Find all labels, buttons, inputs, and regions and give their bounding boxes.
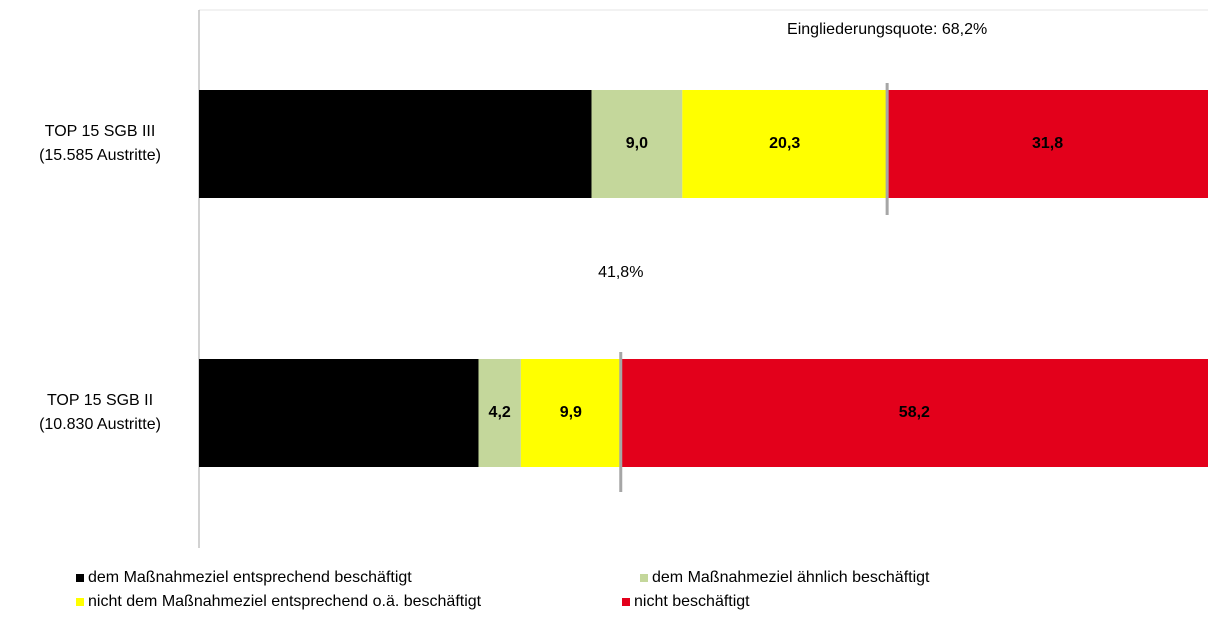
data-label: 4,2	[489, 404, 511, 421]
y-tick-label: TOP 15 SGB II	[47, 392, 153, 409]
bar-segment	[591, 90, 683, 198]
legend-marker	[76, 574, 84, 582]
bar-segment	[520, 359, 621, 467]
legend-marker	[622, 598, 630, 606]
y-tick-label: (15.585 Austritte)	[39, 147, 161, 164]
data-label: 9,0	[626, 135, 648, 152]
data-label: 27,7	[323, 404, 354, 421]
legend-marker	[640, 574, 648, 582]
bar-segment	[199, 359, 479, 467]
bar-segment	[478, 359, 521, 467]
data-label: 9,9	[560, 404, 582, 421]
data-label: 58,2	[899, 404, 930, 421]
bar-segment	[199, 90, 592, 198]
bar-segment	[887, 90, 1208, 198]
annotation: 41,8%	[598, 264, 643, 281]
y-tick-label: (10.830 Austritte)	[39, 416, 161, 433]
legend-label: dem Maßnahmeziel ähnlich beschäftigt	[652, 569, 930, 586]
legend-label: nicht beschäftigt	[634, 593, 750, 610]
legend-marker	[76, 598, 84, 606]
data-label: 31,8	[1032, 135, 1063, 152]
bar-segment	[620, 359, 1208, 467]
legend-label: nicht dem Maßnahmeziel entsprechend o.ä.…	[88, 593, 482, 610]
data-label: 20,3	[769, 135, 800, 152]
y-tick-label: TOP 15 SGB III	[45, 123, 156, 140]
annotation: Eingliederungsquote: 68,2%	[787, 21, 987, 38]
legend-label: dem Maßnahmeziel entsprechend beschäftig…	[88, 569, 412, 586]
bar-segment	[682, 90, 888, 198]
data-label: 38,9	[380, 135, 411, 152]
